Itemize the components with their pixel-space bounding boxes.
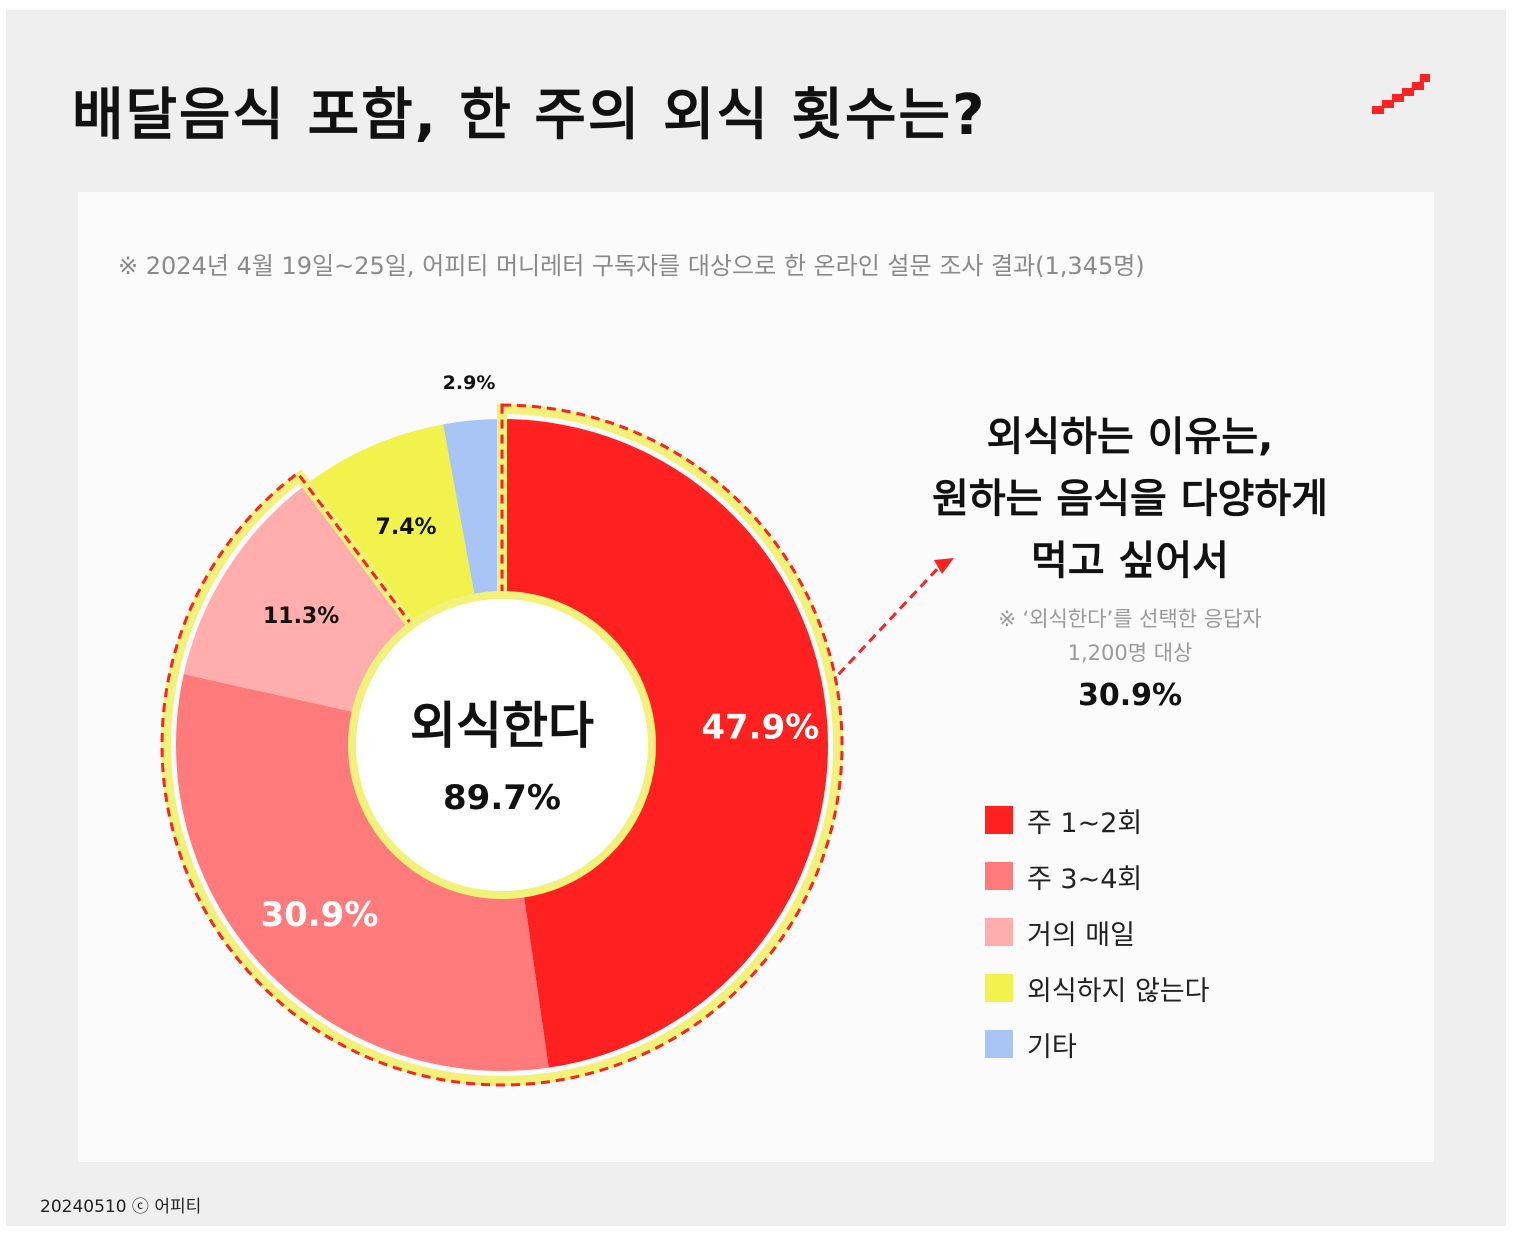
slice-3 [183,484,411,712]
slice-5 [443,419,502,596]
pointer-arrow-line [837,564,942,676]
legend-item: 외식하지 않는다 [985,960,1209,1016]
legend-swatch [985,974,1013,1002]
slice-label-3: 11.3% [263,604,339,629]
slice-label-5: 2.9% [443,372,496,394]
legend-item: 주 1~2회 [985,792,1209,848]
survey-note: ※ 2024년 4월 19일~25일, 어피티 머니레터 구독자를 대상으로 한… [118,252,1145,280]
legend-item: 주 3~4회 [985,848,1209,904]
page-title: 배달음식 포함, 한 주의 외식 횟수는? [72,83,987,148]
footer-credit: 20240510 ⓒ 어피티 [40,1197,202,1217]
legend-label: 외식하지 않는다 [1027,975,1210,1007]
slice-label-4: 7.4% [376,515,437,540]
slice-1 [502,419,828,1068]
reason-heading: 외식하는 이유는, 원하는 음식을 다양하게 먹고 싶어서 [932,414,1328,584]
slice-4 [306,424,475,624]
legend-swatch [985,1030,1013,1058]
legend-label: 기타 [1027,1031,1077,1063]
reason-value: 30.9% [1077,678,1183,713]
logo-icon [1372,74,1430,114]
legend-item: 거의 매일 [985,904,1209,960]
slice-2 [175,674,549,1071]
legend-swatch [985,918,1013,946]
reason-note: ※ ‘외식한다’를 선택한 응답자 1,200명 대상 [998,607,1262,665]
legend-label: 거의 매일 [1027,919,1135,951]
legend-item: 기타 [985,1016,1209,1072]
slice-label-2: 30.9% [260,895,378,935]
slice-label-1: 47.9% [701,707,819,747]
donut-hole [348,591,656,899]
legend-label: 주 3~4회 [1027,863,1143,895]
center-label: 외식한다 [410,697,594,755]
center-value: 89.7% [443,778,561,818]
legend-swatch [985,862,1013,890]
legend-swatch [985,806,1013,834]
legend-label: 주 1~2회 [1027,807,1143,839]
pointer-arrow-head [934,558,954,574]
